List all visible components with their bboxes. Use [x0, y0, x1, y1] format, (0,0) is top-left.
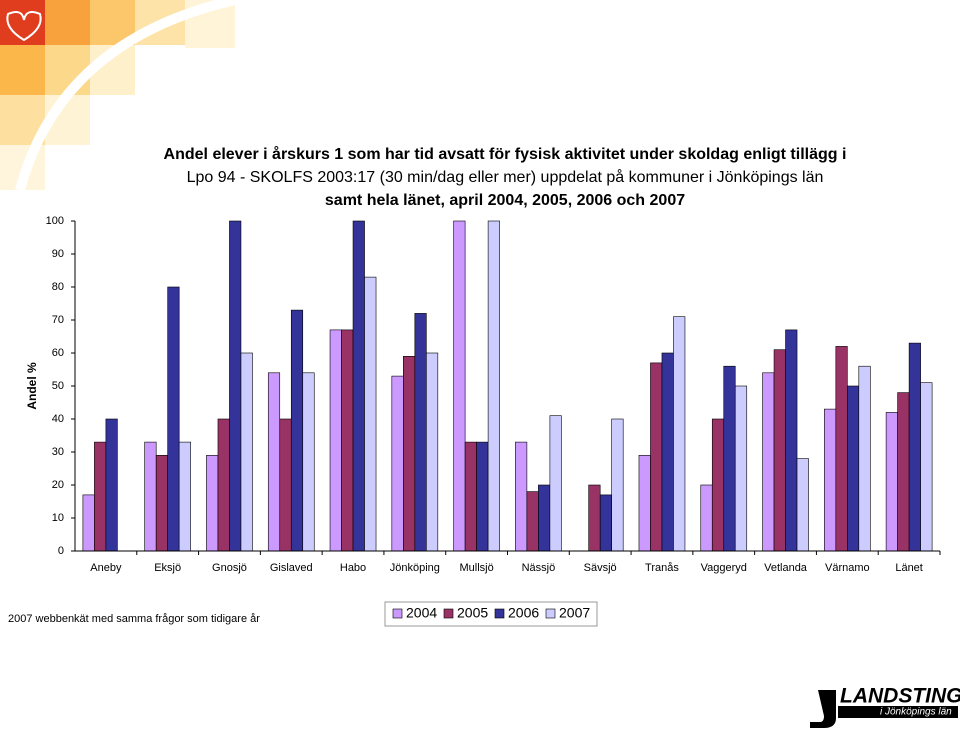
bar [773, 349, 786, 552]
x-tick-label: Mullsjö [459, 562, 493, 574]
bar [835, 346, 848, 552]
bar [341, 329, 354, 552]
y-tick-label: 30 [52, 446, 64, 458]
bar [599, 494, 612, 552]
bar [240, 352, 253, 552]
bar [105, 418, 118, 552]
logo-name: LANDSTINGET [840, 685, 960, 708]
x-tick-label: Tranås [645, 562, 679, 574]
x-tick-label: Vetlanda [764, 562, 808, 574]
legend-swatch [443, 608, 454, 619]
bar [588, 484, 601, 552]
legend-label: 2005 [457, 605, 488, 621]
bar [796, 458, 809, 552]
bar [897, 392, 910, 552]
bar [734, 385, 748, 552]
legend-swatch [494, 608, 505, 619]
bar [824, 408, 837, 552]
bar [403, 355, 416, 552]
legend [384, 601, 598, 627]
chart-title: Andel elever i årskurs 1 som har tid avs… [164, 145, 847, 163]
y-tick-label: 40 [52, 413, 64, 425]
legend-swatch [392, 608, 403, 619]
bar [290, 309, 304, 552]
bar [700, 484, 713, 552]
y-tick-label: 90 [52, 248, 64, 260]
bar [217, 418, 230, 552]
bar [144, 441, 157, 552]
logo: LANDSTINGET i Jönköpings län [810, 685, 960, 728]
x-tick-label: Gnosjö [212, 562, 247, 574]
chart-title: Lpo 94 - SKOLFS 2003:17 (30 min/dag elle… [187, 168, 824, 186]
bar [858, 365, 871, 552]
bar [526, 491, 539, 552]
x-tick-label: Sävsjö [584, 562, 617, 574]
chart-title: samt hela länet, april 2004, 2005, 2006 … [325, 192, 685, 209]
bar [206, 454, 219, 552]
bar [661, 352, 674, 552]
y-tick-label: 80 [52, 281, 64, 293]
bar [515, 441, 528, 552]
bar [453, 220, 466, 552]
x-tick-label: Länet [895, 562, 923, 574]
bar [673, 316, 686, 552]
x-tick-label: Gislaved [270, 562, 313, 574]
bar [476, 441, 489, 552]
legend-label: 2006 [508, 605, 539, 621]
x-tick-label: Vaggeryd [701, 562, 747, 574]
bar [464, 441, 477, 552]
bar [167, 286, 180, 552]
legend-label: 2007 [559, 605, 590, 621]
bar [538, 484, 551, 552]
bar [267, 372, 281, 552]
bar [391, 375, 404, 552]
logo-sub: i Jönköpings län [880, 707, 952, 718]
bar [414, 313, 427, 552]
bar [908, 342, 921, 552]
y-axis-label: Andel % [25, 362, 39, 410]
legend-label: 2004 [406, 605, 437, 621]
x-tick-label: Aneby [90, 562, 122, 574]
y-tick-label: 0 [58, 545, 64, 557]
x-tick-label: Nässjö [522, 562, 556, 574]
x-tick-label: Värnamo [825, 562, 870, 574]
bar [487, 220, 500, 552]
y-tick-label: 60 [52, 347, 64, 359]
bar [847, 385, 860, 552]
bar [785, 329, 798, 552]
bar [920, 382, 933, 552]
y-tick-label: 20 [52, 479, 64, 491]
y-tick-label: 70 [52, 314, 64, 326]
x-tick-label: Eksjö [154, 562, 181, 574]
bar [279, 418, 292, 552]
legend-swatch [545, 608, 556, 619]
bar [638, 454, 651, 552]
bar [762, 372, 775, 552]
decoration [0, 0, 237, 192]
bar [82, 494, 95, 552]
bar [711, 418, 725, 552]
bar [611, 418, 624, 552]
x-tick-label: Habo [340, 562, 366, 574]
bar [885, 412, 898, 552]
bar [426, 352, 439, 552]
bar [650, 362, 663, 552]
y-tick-label: 50 [52, 380, 64, 392]
x-tick-label: Jönköping [390, 562, 440, 574]
bar [352, 220, 365, 552]
bar [94, 441, 107, 552]
bar [302, 372, 315, 552]
bar [549, 415, 562, 552]
bar [178, 441, 191, 552]
footnote: 2007 webbenkät med samma frågor som tidi… [8, 613, 260, 625]
bar [155, 454, 168, 552]
y-tick-label: 100 [46, 215, 64, 227]
bar [329, 329, 342, 552]
y-tick-label: 10 [52, 512, 64, 524]
bar [229, 220, 242, 552]
bar [723, 365, 736, 552]
bar [364, 276, 377, 552]
